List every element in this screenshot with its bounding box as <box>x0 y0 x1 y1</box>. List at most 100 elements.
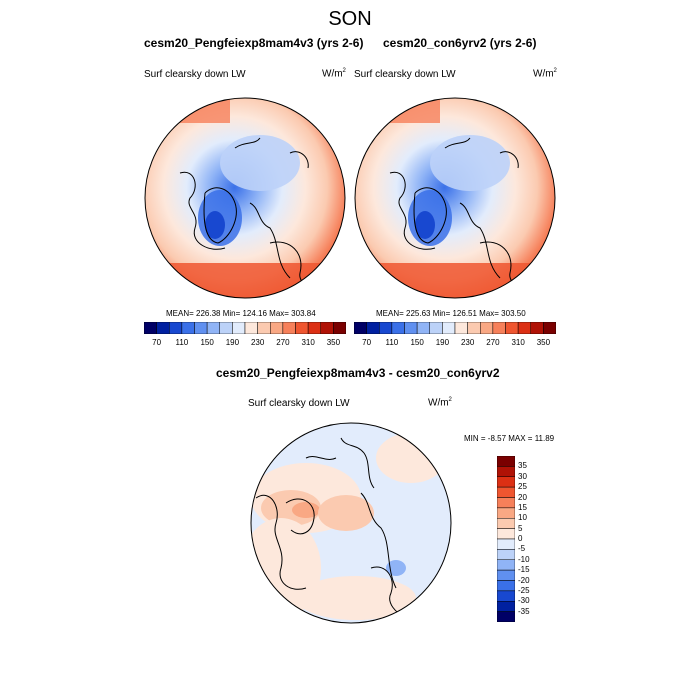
colorbar-swatch <box>366 322 380 334</box>
panel-3-variable-label: Surf clearsky down LW <box>248 398 350 409</box>
colorbar-swatch <box>505 322 519 334</box>
colorbar-tick-label: 30 <box>518 471 527 481</box>
panel-2-variable-label: Surf clearsky down LW <box>354 69 456 80</box>
panel-2-colorbar-labels: 70 110 150 190 230 270 310 350 <box>354 338 556 348</box>
panel-3-units: W/m2 <box>428 397 452 409</box>
colorbar-swatch <box>497 569 515 581</box>
colorbar-tick-label: 270 <box>486 338 500 347</box>
colorbar-swatch <box>169 322 183 334</box>
colorbar-tick-label: -30 <box>518 596 530 606</box>
panel-3-colorbar-labels: 35 30 25 20 15 10 5 0 -5 -10 -15 -20 -25 -30 -35 <box>518 456 548 622</box>
colorbar-tick-label: 0 <box>518 534 523 543</box>
panel-2-coastlines <box>389 137 526 294</box>
panel-3-warm-anomaly <box>292 502 320 518</box>
panel-1-variable-label: Surf clearsky down LW <box>144 69 246 80</box>
colorbar-swatch <box>320 322 334 334</box>
colorbar-swatch <box>354 322 367 334</box>
colorbar-swatch <box>497 601 515 612</box>
panel-3-title: cesm20_Pengfeiexp8mam4v3 - cesm20_con6yr… <box>216 366 500 380</box>
colorbar-swatch <box>144 322 157 334</box>
colorbar-swatch <box>467 322 481 334</box>
colorbar-tick-label: 110 <box>175 338 189 347</box>
panel-1-stats: MEAN= 226.38 Min= 124.16 Max= 303.84 <box>166 309 316 318</box>
panel-1-title: cesm20_Pengfeiexp8mam4v3 (yrs 2-6) <box>144 36 364 50</box>
colorbar-tick-label: 20 <box>518 492 527 502</box>
colorbar-swatch <box>497 559 515 571</box>
colorbar-tick-label: 310 <box>511 338 525 347</box>
colorbar-swatch <box>379 322 393 334</box>
panel-1-colorbar-labels: 70 110 150 190 230 270 310 350 <box>144 338 346 348</box>
colorbar-tick-label: -35 <box>518 606 530 616</box>
colorbar-swatch <box>517 322 531 334</box>
panel-2-units: W/m2 <box>533 68 557 80</box>
panel-3-colorbar <box>497 456 515 622</box>
colorbar-tick-label: 230 <box>460 338 475 347</box>
colorbar-tick-label: 150 <box>410 338 424 347</box>
colorbar-tick-label: 10 <box>518 513 527 523</box>
colorbar-swatch <box>497 518 515 529</box>
panel-1-colorbar <box>144 322 346 334</box>
colorbar-swatch <box>497 611 515 622</box>
colorbar-swatch <box>497 456 515 467</box>
colorbar-swatch <box>270 322 284 334</box>
panel-1-polar-map <box>144 97 346 299</box>
colorbar-swatch <box>497 497 515 509</box>
colorbar-swatch <box>295 322 309 334</box>
colorbar-swatch <box>543 322 556 334</box>
panel-2-stats: MEAN= 225.63 Min= 126.51 Max= 303.50 <box>376 309 526 318</box>
colorbar-tick-label: 350 <box>536 338 551 347</box>
colorbar-swatch <box>404 322 418 334</box>
colorbar-swatch <box>497 549 515 560</box>
colorbar-swatch <box>497 590 515 602</box>
panel-2-polar-map <box>354 97 556 299</box>
colorbar-tick-label: 70 <box>362 338 372 347</box>
colorbar-swatch <box>480 322 494 334</box>
colorbar-swatch <box>219 322 233 334</box>
panel-1-units: W/m2 <box>322 68 346 80</box>
colorbar-swatch <box>257 322 271 334</box>
colorbar-swatch <box>307 322 321 334</box>
colorbar-swatch <box>391 322 405 334</box>
colorbar-swatch <box>492 322 506 334</box>
colorbar-swatch <box>497 507 515 519</box>
colorbar-tick-label: 350 <box>326 338 341 347</box>
colorbar-tick-label: -15 <box>518 565 530 575</box>
colorbar-swatch <box>429 322 443 334</box>
colorbar-swatch <box>206 322 220 334</box>
colorbar-tick-label: 230 <box>250 338 265 347</box>
colorbar-swatch <box>454 322 468 334</box>
colorbar-tick-label: 25 <box>518 482 527 492</box>
colorbar-swatch <box>497 580 515 592</box>
colorbar-swatch <box>497 538 515 550</box>
colorbar-swatch <box>333 322 346 334</box>
panel-3-stats: MIN = -8.57 MAX = 11.89 <box>464 434 555 443</box>
panel-2-colorbar <box>354 322 556 334</box>
colorbar-swatch <box>497 486 515 498</box>
colorbar-swatch <box>232 322 246 334</box>
colorbar-tick-label: 70 <box>152 338 162 347</box>
colorbar-tick-label: -20 <box>518 575 530 585</box>
colorbar-swatch <box>497 528 515 540</box>
colorbar-swatch <box>194 322 208 334</box>
colorbar-tick-label: 35 <box>518 461 527 471</box>
panel-3-polar-map <box>250 422 452 624</box>
colorbar-swatch <box>497 466 515 477</box>
colorbar-tick-label: 5 <box>518 523 523 533</box>
colorbar-swatch <box>282 322 296 334</box>
colorbar-tick-label: -5 <box>518 544 526 554</box>
colorbar-tick-label: 310 <box>301 338 315 347</box>
colorbar-swatch <box>181 322 195 334</box>
colorbar-tick-label: 190 <box>225 338 240 347</box>
colorbar-tick-label: 15 <box>518 502 527 512</box>
colorbar-tick-label: -10 <box>518 554 530 564</box>
figure-title: SON <box>328 8 372 30</box>
colorbar-tick-label: 190 <box>435 338 450 347</box>
colorbar-tick-label: 270 <box>276 338 290 347</box>
colorbar-swatch <box>416 322 430 334</box>
colorbar-tick-label: 110 <box>385 338 399 347</box>
colorbar-swatch <box>244 322 258 334</box>
colorbar-tick-label: 150 <box>200 338 214 347</box>
colorbar-swatch <box>442 322 456 334</box>
colorbar-swatch <box>530 322 544 334</box>
colorbar-swatch <box>156 322 170 334</box>
